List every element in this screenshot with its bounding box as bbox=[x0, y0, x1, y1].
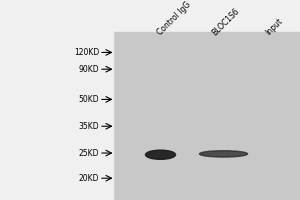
Text: 25KD: 25KD bbox=[79, 149, 99, 158]
Text: 35KD: 35KD bbox=[78, 122, 99, 131]
Text: Control IgG: Control IgG bbox=[156, 0, 193, 37]
Ellipse shape bbox=[200, 151, 247, 157]
Text: BLOC1S6: BLOC1S6 bbox=[210, 7, 241, 37]
Text: Input: Input bbox=[264, 17, 284, 37]
Text: 20KD: 20KD bbox=[79, 174, 99, 183]
Text: 50KD: 50KD bbox=[78, 95, 99, 104]
Bar bbox=[114, 32, 300, 200]
Ellipse shape bbox=[207, 152, 240, 155]
Text: 90KD: 90KD bbox=[78, 65, 99, 74]
Text: 120KD: 120KD bbox=[74, 48, 99, 57]
Ellipse shape bbox=[146, 150, 176, 159]
